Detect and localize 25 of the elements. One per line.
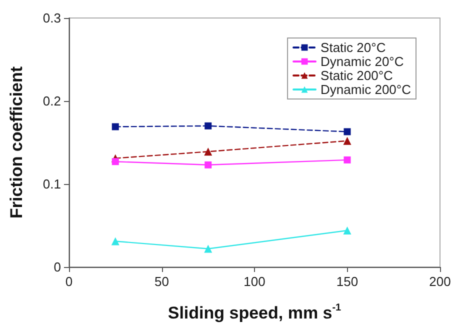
point [344, 156, 351, 164]
point [204, 161, 212, 168]
point [204, 148, 212, 156]
point [343, 226, 352, 234]
y-tick-label: 0.2 [42, 94, 61, 108]
y-axis-title: Friction coefficient [7, 66, 26, 219]
point [112, 123, 119, 130]
x-tick-label: 0 [65, 274, 73, 289]
x-tick-label: 150 [336, 274, 358, 289]
legend-label: Dynamic 200°C [320, 82, 412, 97]
point [344, 128, 351, 136]
point [204, 244, 212, 253]
x-tick-label: 200 [429, 274, 451, 289]
y-tick-label: 0.3 [42, 10, 61, 26]
point [204, 122, 212, 130]
point [112, 158, 119, 166]
point [343, 136, 352, 145]
y-tick-label: 0 [54, 260, 61, 274]
legend-label: Dynamic 20°C [320, 54, 404, 69]
point [111, 237, 120, 246]
legend-label: Static 20°C [320, 40, 386, 55]
x-tick-label: 50 [154, 274, 169, 289]
legend-label: Static 200°C [320, 68, 393, 83]
y-tick-label: 0.1 [42, 176, 61, 192]
x-tick-label: 100 [244, 274, 266, 289]
